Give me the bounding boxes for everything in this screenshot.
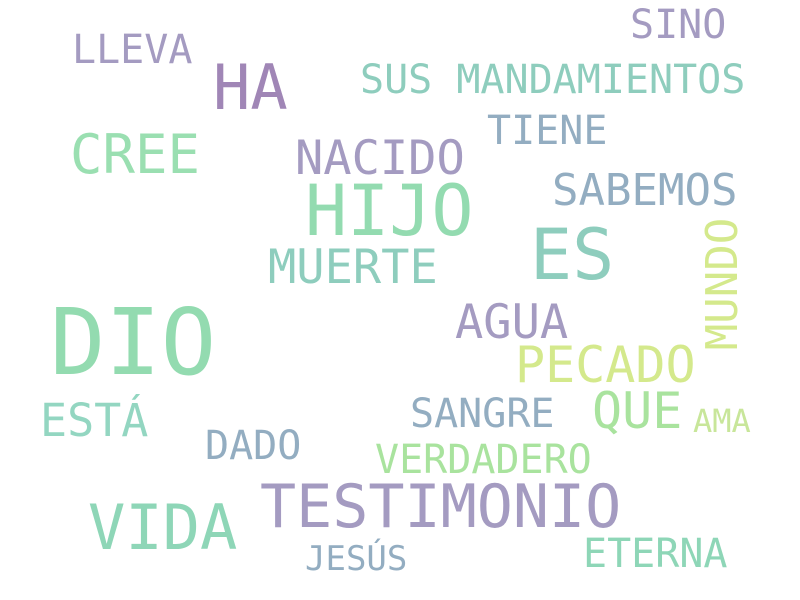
- word-nacido: NACIDO: [295, 131, 465, 186]
- word-lleva: LLEVA: [72, 27, 193, 73]
- word-sino: SINO: [630, 2, 727, 48]
- word-agua: AGUA: [455, 295, 569, 350]
- word-pecado: PECADO: [515, 336, 696, 394]
- word-hijo: HIJO: [305, 170, 474, 252]
- word-jesus: JESÚS: [305, 539, 408, 579]
- word-ha: HA: [213, 51, 288, 124]
- word-que: QUE: [592, 382, 683, 440]
- word-testimonio: TESTIMONIO: [260, 472, 622, 542]
- word-vida: VIDA: [88, 491, 238, 564]
- word-verdadero: VERDADERO: [375, 437, 592, 483]
- word-eterna: ETERNA: [583, 531, 728, 577]
- word-dio: DIO: [50, 289, 217, 396]
- word-muerte: MUERTE: [268, 240, 438, 295]
- word-ama: AMA: [693, 402, 751, 440]
- word-sabemos: SABEMOS: [552, 165, 738, 216]
- word-tiene: TIENE: [487, 108, 608, 154]
- word-dado: DADO: [205, 423, 302, 469]
- word-cree: CREE: [70, 123, 201, 186]
- word-es: ES: [530, 214, 615, 296]
- word-esta: ESTÁ: [40, 394, 149, 447]
- word-mundo: MUNDO: [697, 217, 749, 351]
- word-sus-mandamientos: SUS MANDAMIENTOS: [360, 57, 746, 103]
- word-sangre: SANGRE: [410, 391, 555, 437]
